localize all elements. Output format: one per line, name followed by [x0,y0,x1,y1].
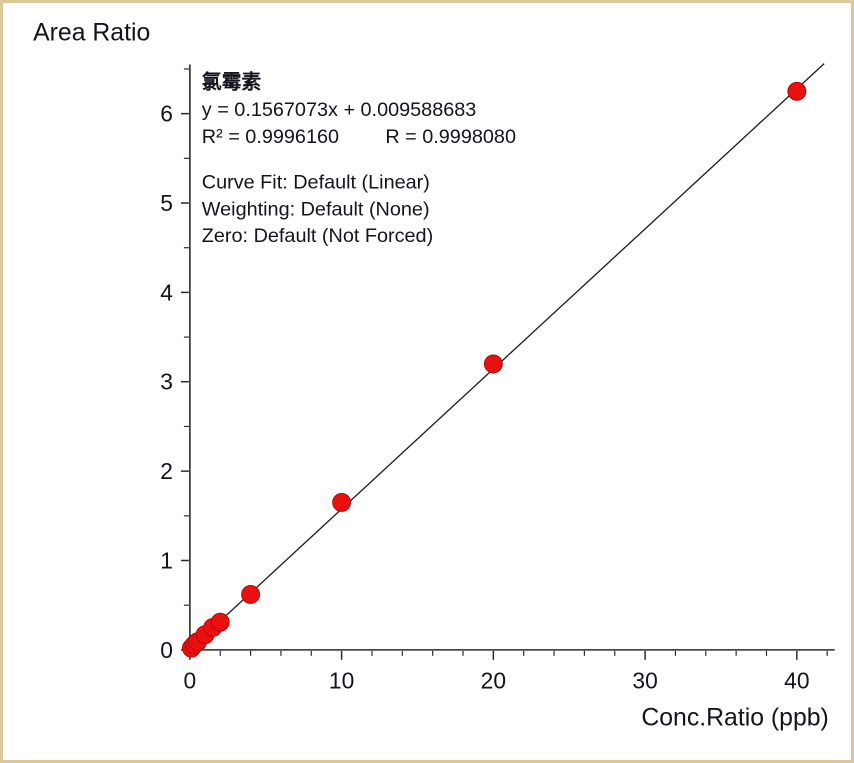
y-axis-title: Area Ratio [33,20,150,47]
data-point [483,354,503,374]
y-tick-label: 1 [160,547,173,573]
data-point [241,585,261,604]
x-axis-label: Conc.Ratio (ppb) [641,704,828,731]
regression-line [189,63,825,650]
axes-layer: 0 1 2 3 4 5 6 0 10 20 30 40 [160,64,835,694]
y-tick-label: 5 [160,190,173,216]
y-tick-label: 0 [160,637,173,663]
x-tick-label: 0 [184,668,197,694]
data-point [210,612,230,632]
x-tick-label: 10 [329,668,354,694]
x-tick-label: 20 [481,668,506,694]
regression-equation: y = 0.1567073x + 0.009588683 [202,99,477,121]
data-points-layer [181,81,807,658]
fit-line-layer [189,63,825,650]
calibration-plot: Area Ratio 0 1 2 3 4 5 6 0 10 20 30 40 氯霉素 y = 0.15… [33,20,835,731]
y-tick-label: 6 [160,101,173,127]
curve-fit-setting: Curve Fit: Default (Linear) [202,172,430,194]
y-tick-label: 3 [160,369,173,395]
y-tick-label: 2 [160,458,173,484]
r-squared-value: R² = 0.9996160 [202,126,339,148]
r-value: R = 0.9998080 [385,126,516,148]
x-tick-label: 30 [632,668,657,694]
x-tick-label: 40 [784,668,809,694]
weighting-setting: Weighting: Default (None) [202,198,430,220]
compound-name: 氯霉素 [202,70,262,93]
data-point [787,81,807,101]
zero-setting: Zero: Default (Not Forced) [202,225,433,247]
y-tick-label: 4 [160,279,173,305]
data-point [332,492,352,512]
annotation-block: 氯霉素 y = 0.1567073x + 0.009588683 R² = 0.… [202,70,516,247]
